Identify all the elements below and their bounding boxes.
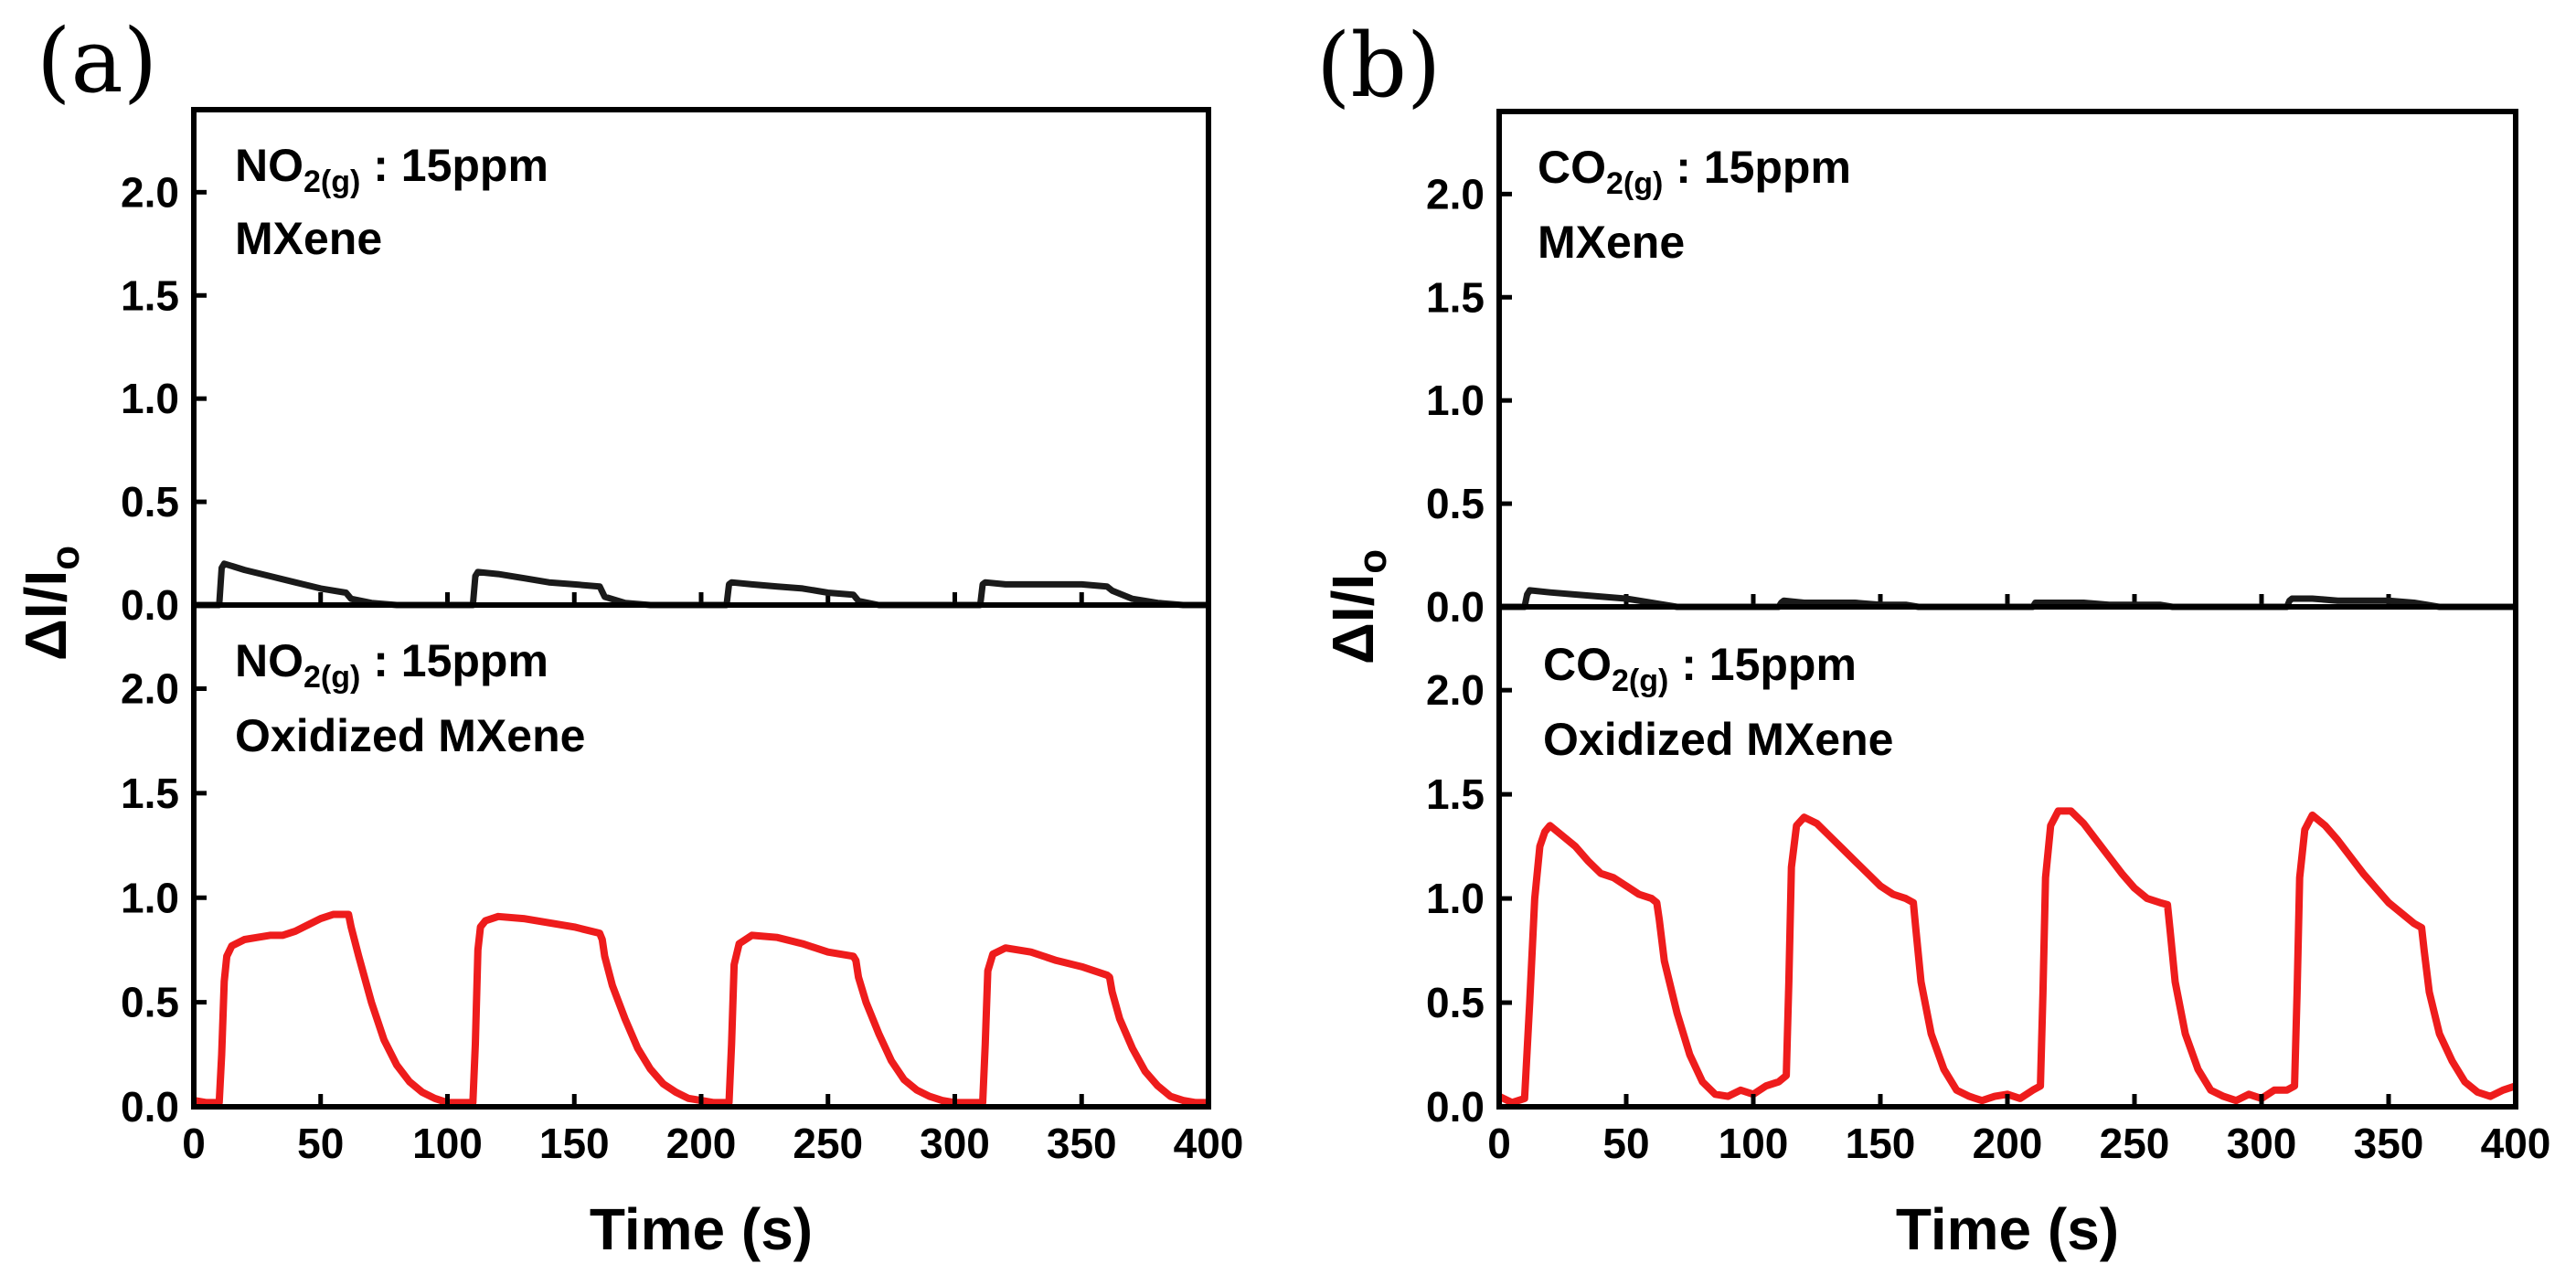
x-tick-label: 300 <box>920 1120 990 1167</box>
y-tick-label: 0.0 <box>1426 583 1485 631</box>
x-tick-label: 100 <box>1719 1120 1789 1167</box>
annotation-species-sub: 2(g) <box>1606 166 1663 201</box>
panel-b: (b) ΔI/Io CO2(g) : 15ppm MXene 0.00.51.0… <box>1316 15 2550 1262</box>
x-tick-label: 150 <box>1846 1120 1916 1167</box>
annotation-species: CO <box>1538 142 1606 193</box>
y-tick-label: 0.5 <box>121 979 179 1026</box>
annotation-material-b-bottom: Oxidized MXene <box>1543 714 1893 765</box>
x-tick-label: 300 <box>2227 1120 2297 1167</box>
annotation-a-top: NO2(g) : 15ppm MXene <box>235 140 548 264</box>
annotation-conc: : 15ppm <box>1668 639 1857 690</box>
panel-label-a: (a) <box>37 10 157 112</box>
annotation-species-sub: 2(g) <box>303 660 360 695</box>
x-tick-label: 50 <box>1602 1120 1649 1167</box>
annotation-conc: : 15ppm <box>360 635 548 686</box>
y-axis-label-main: ΔI/I <box>1320 574 1386 664</box>
annotation-a-bottom: NO2(g) : 15ppm Oxidized MXene <box>235 635 585 761</box>
annotation-gas-b-bottom: CO2(g) : 15ppm <box>1543 639 1857 698</box>
x-tick-label: 100 <box>412 1120 483 1167</box>
x-ticks-a: 0 50 100 150 200 250 300 350 400 <box>182 1094 1243 1167</box>
annotation-species: NO <box>235 635 303 686</box>
subplot-a-top: NO2(g) : 15ppm MXene 0.0 0.5 1.0 1.5 2.0 <box>121 107 1211 629</box>
y-tick-label: 2.0 <box>121 665 179 713</box>
x-axis-title-b: Time (s) <box>1896 1196 2119 1262</box>
x-ticks-b: 0 50 100 150 200 250 300 350 400 <box>1487 1094 2550 1167</box>
annotation-species-sub: 2(g) <box>1612 664 1668 698</box>
y-tick-label: 0.0 <box>1426 1083 1485 1131</box>
annotation-gas-a-bottom: NO2(g) : 15ppm <box>235 635 548 695</box>
y-ticks-b-bottom: 0.0 0.5 1.0 1.5 2.0 <box>1426 666 1512 1131</box>
y-tick-label: 0.5 <box>1426 979 1485 1026</box>
series-line-oxidized-mxene-b <box>1497 807 2517 1107</box>
y-axis-label-b: ΔI/Io <box>1320 549 1395 664</box>
annotation-species-sub: 2(g) <box>303 165 360 199</box>
y-tick-label: 1.5 <box>1426 770 1485 818</box>
annotation-species: CO <box>1543 639 1612 690</box>
annotation-material-a-top: MXene <box>235 213 382 264</box>
y-axis-label-sub: o <box>1350 549 1395 574</box>
y-tick-label: 1.0 <box>121 874 179 921</box>
panel-a: (a) ΔI/Io NO2(g) : 15ppm MXene 0.00.51.0… <box>13 10 1243 1262</box>
x-tick-label: 200 <box>666 1120 737 1167</box>
x-tick-label: 350 <box>2354 1120 2424 1167</box>
panel-label-b: (b) <box>1316 15 1441 117</box>
x-tick-label: 200 <box>1973 1120 2043 1167</box>
annotation-b-top: CO2(g) : 15ppm MXene <box>1538 142 1851 268</box>
y-tick-label: 1.0 <box>121 375 179 422</box>
y-tick-label: 2.0 <box>1426 666 1485 714</box>
x-tick-label: 350 <box>1047 1120 1117 1167</box>
y-tick-label: 1.0 <box>1426 377 1485 424</box>
y-tick-label: 0.0 <box>121 581 179 629</box>
annotation-material-b-top: MXene <box>1538 217 1685 268</box>
x-tick-label: 0 <box>1487 1120 1511 1167</box>
y-axis-label-a: ΔI/Io <box>13 546 88 661</box>
series-line-oxidized-mxene-a <box>193 910 1208 1107</box>
subplot-b-bottom: CO2(g) : 15ppm Oxidized MXene 0.0 0.5 1.0 1… <box>1426 604 2550 1167</box>
y-ticks-a-bottom: 0.0 0.5 1.0 1.5 2.0 <box>121 665 207 1131</box>
x-tick-label: 250 <box>793 1120 863 1167</box>
x-tick-label: 0 <box>182 1120 206 1167</box>
x-tick-label: 400 <box>1174 1120 1244 1167</box>
x-tick-label: 50 <box>297 1120 344 1167</box>
y-axis-label-sub: o <box>43 546 88 570</box>
subplot-b-top: CO2(g) : 15ppm MXene 0.0 0.5 1.0 1.5 2.0 <box>1426 109 2518 631</box>
annotation-gas-b-top: CO2(g) : 15ppm <box>1538 142 1851 201</box>
y-tick-label: 0.5 <box>121 478 179 526</box>
annotation-species: NO <box>235 140 303 191</box>
y-axis-label-main: ΔI/I <box>13 570 79 661</box>
y-tick-label: 1.5 <box>1426 273 1485 321</box>
y-tick-label: 1.5 <box>121 271 179 319</box>
y-tick-label: 1.5 <box>121 770 179 817</box>
y-tick-label: 0.0 <box>121 1083 179 1131</box>
y-ticks-b-top: 0.0 0.5 1.0 1.5 2.0 <box>1426 170 2518 631</box>
y-tick-label: 0.5 <box>1426 480 1485 527</box>
y-tick-label: 1.0 <box>1426 875 1485 922</box>
subplot-a-bottom: NO2(g) : 15ppm Oxidized MXene 0.0 0.5 1.0 1… <box>121 602 1243 1167</box>
annotation-conc: : 15ppm <box>1663 142 1851 193</box>
annotation-material-a-bottom: Oxidized MXene <box>235 710 585 761</box>
x-tick-label: 400 <box>2481 1120 2551 1167</box>
x-axis-title-a: Time (s) <box>590 1196 813 1262</box>
x-tick-label: 250 <box>2100 1120 2170 1167</box>
annotation-conc: : 15ppm <box>360 140 548 191</box>
annotation-b-bottom: CO2(g) : 15ppm Oxidized MXene <box>1543 639 1893 765</box>
annotation-gas-a-top: NO2(g) : 15ppm <box>235 140 548 199</box>
x-tick-label: 150 <box>539 1120 610 1167</box>
y-ticks-a-top: 0.0 0.5 1.0 1.5 2.0 <box>121 168 1211 629</box>
y-tick-label: 2.0 <box>1426 170 1485 218</box>
y-tick-label: 2.0 <box>121 168 179 216</box>
